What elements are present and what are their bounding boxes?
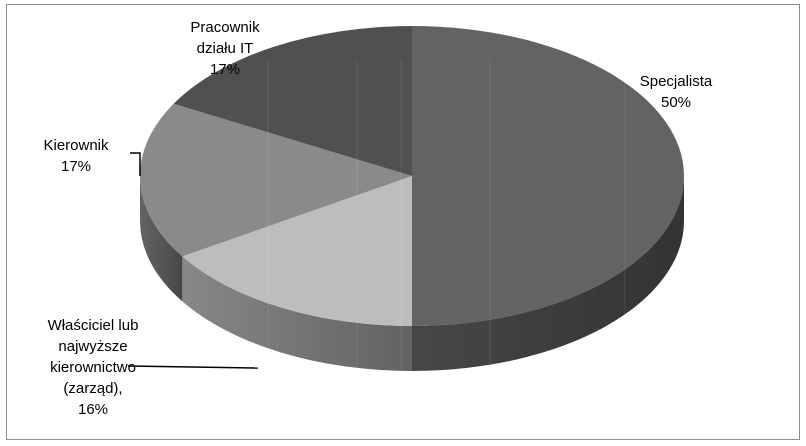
- data-label-1: Właściciel lub najwyższe kierownictwo (zarz…: [48, 317, 139, 418]
- pie-side-1: [182, 256, 412, 371]
- pie-slice-2: [139, 103, 412, 257]
- pie-slice-3: [173, 26, 412, 176]
- leader-line-1: [127, 365, 259, 369]
- pie-side-0: [412, 176, 684, 371]
- data-label-3: Pracownik działu IT 17%: [190, 19, 260, 78]
- pie-slice-1: [182, 176, 412, 326]
- pie-slice-0: [412, 26, 684, 326]
- data-label-2: Kierownik 17%: [43, 137, 109, 175]
- pie-side-2: [140, 176, 183, 302]
- leader-line-2: [130, 152, 141, 176]
- data-label-0: Specjalista 50%: [640, 73, 713, 111]
